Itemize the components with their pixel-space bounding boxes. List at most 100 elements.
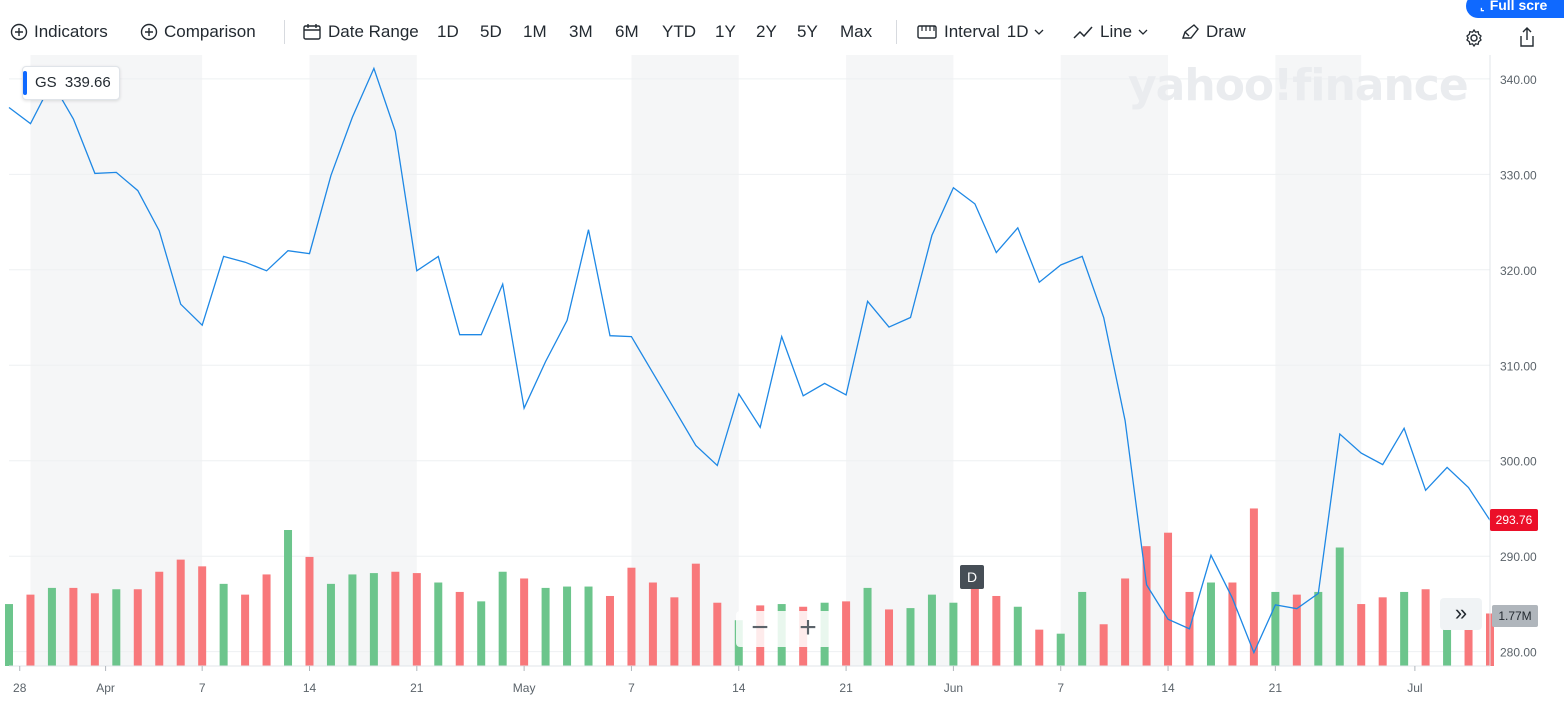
current-volume-badge: 1.77M	[1492, 605, 1538, 627]
weekend-band	[309, 55, 417, 666]
weekend-band	[1275, 55, 1362, 666]
x-tick-label: 7	[199, 681, 206, 695]
zoom-in-button[interactable]: +	[799, 611, 817, 644]
volume-bar	[1292, 594, 1301, 666]
volume-bar	[455, 591, 464, 666]
zoom-out-button[interactable]: −	[751, 611, 769, 644]
volume-bar	[1314, 591, 1323, 666]
share-icon[interactable]	[1518, 26, 1536, 48]
volume-bar	[1357, 604, 1366, 666]
interval-button[interactable]: Interval 1D	[916, 18, 1044, 46]
chevron-down-icon	[1035, 29, 1044, 35]
grid-lines	[9, 78, 1490, 653]
indicators-label: Indicators	[34, 22, 108, 41]
indicators-button[interactable]: Indicators	[10, 18, 108, 46]
zoom-controls: − +	[736, 611, 832, 647]
current-price-badge: 293.76	[1490, 509, 1538, 531]
volume-bar	[1271, 591, 1280, 666]
date-range-button[interactable]: Date Range	[302, 18, 419, 46]
x-tick-label: 21	[839, 681, 853, 695]
volume-bar	[1056, 633, 1065, 666]
price-line-group	[8, 66, 1491, 655]
volume-bar	[1035, 629, 1044, 666]
x-tick-label: Apr	[96, 681, 115, 695]
range-1d-button[interactable]: 1D	[437, 22, 459, 41]
draw-label: Draw	[1206, 22, 1246, 41]
interval-label: Interval	[944, 22, 1000, 41]
y-axis: 340.00 330.00 320.00 310.00 300.00 290.00 280.…	[1489, 55, 1537, 666]
volume-bar	[927, 594, 936, 666]
volume-bar	[262, 574, 271, 666]
volume-bar	[176, 559, 185, 666]
volume-bar	[498, 571, 507, 666]
range-6m-button[interactable]: 6M	[615, 22, 639, 41]
line-chart-icon	[1073, 26, 1093, 39]
range-2y-button[interactable]: 2Y	[756, 22, 777, 41]
volume-bar	[369, 573, 378, 666]
volume-bar	[863, 587, 872, 666]
x-tick-label: Jul	[1407, 681, 1422, 695]
volume-bar	[1464, 612, 1473, 666]
range-5d-button[interactable]: 5D	[480, 22, 502, 41]
interval-icon	[917, 25, 937, 39]
y-tick-label: 310.00	[1500, 359, 1537, 373]
volume-bar	[906, 608, 915, 666]
weekend-band	[30, 55, 203, 666]
volume-bar	[1443, 604, 1452, 666]
plus-circle-icon	[140, 23, 158, 41]
gear-icon[interactable]	[1464, 28, 1484, 48]
range-max-button[interactable]: Max	[840, 22, 873, 41]
y-tick-label: 280.00	[1500, 646, 1537, 660]
chart-type-button[interactable]: Line	[1072, 18, 1148, 46]
volume-bar	[1378, 597, 1387, 666]
fullscreen-button[interactable]: ⌞ Full scre	[1466, 0, 1564, 18]
volume-bar	[885, 609, 894, 666]
weekend-band	[846, 55, 954, 666]
volume-bar	[1078, 591, 1087, 666]
volume-bar	[1335, 547, 1344, 666]
volume-bar	[563, 586, 572, 666]
volume-bar	[434, 582, 443, 666]
x-tick-label: 28	[13, 681, 27, 695]
volume-bar	[605, 595, 614, 666]
range-1m-button[interactable]: 1M	[523, 22, 547, 41]
range-5y-button[interactable]: 5Y	[797, 22, 818, 41]
volume-bar	[1228, 582, 1237, 666]
range-ytd-button[interactable]: YTD	[662, 22, 696, 41]
volume-bar	[198, 566, 207, 666]
volume-bar	[1013, 606, 1022, 666]
date-range-label: Date Range	[328, 22, 419, 41]
volume-bar	[648, 582, 657, 666]
volume-bar	[326, 583, 335, 666]
volume-bar	[949, 602, 958, 666]
volume-bar	[1249, 508, 1258, 666]
range-3m-button[interactable]: 3M	[569, 22, 593, 41]
dividend-marker[interactable]: D	[960, 565, 984, 589]
y-tick-label: 340.00	[1500, 73, 1537, 87]
volume-bar	[477, 601, 486, 666]
volume-bar	[842, 601, 851, 666]
fullscreen-label: Full scre	[1489, 0, 1548, 13]
volume-bar	[1121, 578, 1130, 666]
volume-bar	[1206, 582, 1215, 666]
scroll-right-button[interactable]: »	[1440, 598, 1482, 630]
volume-bar	[1421, 589, 1430, 666]
ticker-price: 339.66	[64, 74, 111, 91]
volume-bar	[412, 573, 421, 666]
range-1y-button[interactable]: 1Y	[715, 22, 736, 41]
volume-bar	[670, 597, 679, 666]
chevron-down-icon	[1138, 29, 1148, 35]
comparison-button[interactable]: Comparison	[140, 18, 256, 46]
interval-value: 1D	[1006, 22, 1029, 41]
volume-bar	[26, 594, 35, 666]
volume-bar	[391, 571, 400, 666]
volume-bar	[1164, 532, 1173, 666]
volume-bar	[1099, 624, 1108, 666]
volume-bar	[47, 587, 56, 666]
x-tick-label: 7	[628, 681, 635, 695]
volume-bar	[90, 593, 99, 666]
draw-button[interactable]: Draw	[1180, 18, 1246, 46]
price-line	[8, 66, 1491, 655]
weekend-band	[1060, 55, 1169, 666]
